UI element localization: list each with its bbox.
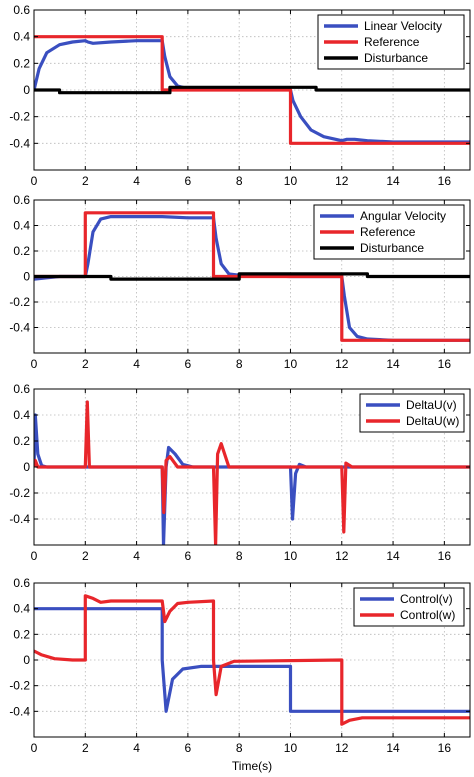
x-tick-label: 4: [133, 357, 140, 371]
legend-box: [353, 587, 465, 627]
panel-1: 0 2 4 6 8 10 12 14 16 -0.4 -0.2 0 0.2 0.4 0.6 Linear Ve…: [9, 3, 471, 188]
x-tick-label: 4: [133, 174, 140, 188]
y-tick-label: -0.4: [9, 704, 30, 718]
legend-label: DeltaU(v): [406, 398, 457, 412]
legend-label: Control(w): [400, 608, 455, 622]
y-tick-label: -0.2: [9, 295, 30, 309]
y-tick-label: 0: [23, 653, 30, 667]
y-tick-label: 0.6: [13, 576, 30, 590]
x-tick-label: 10: [284, 357, 298, 371]
x-tick-label: 12: [335, 549, 349, 563]
legend: Angular Velocity Reference Disturbance: [313, 204, 465, 260]
x-tick-label: 16: [438, 741, 452, 755]
x-tick-label: 12: [335, 741, 349, 755]
x-tick-label: 8: [236, 741, 243, 755]
legend-label: DeltaU(w): [406, 414, 459, 428]
y-tick-label: 0.6: [13, 382, 30, 396]
y-tick-label: 0.2: [13, 434, 30, 448]
legend: DeltaU(v) DeltaU(w): [359, 393, 465, 433]
x-tick-label: 14: [386, 549, 400, 563]
x-tick-label: 2: [82, 174, 89, 188]
series-line-disturbance: [34, 85, 470, 95]
y-tick-label: -0.4: [9, 321, 30, 335]
y-tick-label: -0.2: [9, 679, 30, 693]
x-tick-label: 0: [31, 357, 38, 371]
legend-label: Disturbance: [360, 241, 424, 255]
series-line-disturbance: [34, 272, 470, 281]
y-tick-label: 0.6: [13, 193, 30, 207]
panel-4: 0 2 4 6 8 10 12 14 16 -0.4 -0.2 0 0.2 0.4 0.6 Control(v…: [9, 576, 471, 755]
legend-label: Control(v): [400, 592, 453, 606]
x-tick-label: 14: [386, 741, 400, 755]
series-line-deltau-w-: [34, 400, 470, 545]
panel-2: 0 2 4 6 8 10 12 14 16 -0.4 -0.2 0 0.2 0.4 0.6 Angular V…: [9, 193, 471, 371]
x-tick-label: 12: [335, 174, 349, 188]
legend: Linear Velocity Reference Disturbance: [317, 14, 465, 70]
x-tick-label: 4: [133, 741, 140, 755]
x-tick-label: 8: [236, 549, 243, 563]
y-tick-label: -0.4: [9, 512, 30, 526]
legend-label: Disturbance: [364, 51, 428, 65]
x-tick-label: 6: [185, 357, 192, 371]
legend-label: Reference: [360, 225, 416, 239]
y-tick-label: 0.2: [13, 244, 30, 258]
x-tick-label: 10: [284, 174, 298, 188]
series-group: [34, 400, 470, 545]
series-line-control-v-: [34, 607, 470, 713]
x-tick-label: 0: [31, 549, 38, 563]
x-tick-label: 14: [386, 174, 400, 188]
x-tick-label: 16: [438, 549, 452, 563]
y-tick-label: 0.2: [13, 56, 30, 70]
y-tick-label: -0.2: [9, 486, 30, 500]
legend-box: [359, 393, 465, 433]
x-tick-label: 8: [236, 357, 243, 371]
x-tick-label: 2: [82, 741, 89, 755]
legend-label: Angular Velocity: [360, 209, 446, 223]
legend: Control(v) Control(w): [353, 587, 465, 627]
series-group: [34, 211, 470, 342]
y-tick-label: 0.4: [13, 602, 30, 616]
x-tick-label: 14: [386, 357, 400, 371]
legend-label: Reference: [364, 35, 420, 49]
y-tick-label: 0: [23, 270, 30, 284]
x-tick-label: 16: [438, 174, 452, 188]
x-tick-label: 16: [438, 357, 452, 371]
y-tick-label: 0.2: [13, 627, 30, 641]
series-group: [34, 594, 470, 726]
x-tick-label: 6: [185, 549, 192, 563]
x-tick-label: 2: [82, 357, 89, 371]
y-tick-label: 0.6: [13, 3, 30, 17]
x-tick-label: 10: [284, 741, 298, 755]
x-tick-label: 6: [185, 174, 192, 188]
y-tick-label: -0.2: [9, 110, 30, 124]
series-line-reference: [34, 35, 470, 145]
legend-label: Linear Velocity: [364, 19, 442, 33]
x-tick-label: 0: [31, 741, 38, 755]
series-line-control-w-: [34, 594, 470, 726]
x-tick-label: 4: [133, 549, 140, 563]
series-group: [34, 35, 470, 145]
x-tick-label: 6: [185, 741, 192, 755]
y-tick-label: 0: [23, 460, 30, 474]
y-tick-label: 0.4: [13, 408, 30, 422]
x-axis-label: Time(s): [232, 759, 272, 773]
y-tick-label: 0: [23, 83, 30, 97]
panel-3: 0 2 4 6 8 10 12 14 16 -0.4 -0.2 0 0.2 0.4 0.6 DeltaU(v)…: [9, 382, 471, 563]
y-tick-label: 0.4: [13, 219, 30, 233]
y-tick-label: -0.4: [9, 136, 30, 150]
x-tick-label: 10: [284, 549, 298, 563]
x-tick-label: 0: [31, 174, 38, 188]
series-line-reference: [34, 211, 470, 342]
y-tick-label: 0.4: [13, 30, 30, 44]
x-tick-label: 12: [335, 357, 349, 371]
series-line-deltau-v-: [34, 413, 470, 545]
x-tick-label: 2: [82, 549, 89, 563]
x-tick-label: 8: [236, 174, 243, 188]
